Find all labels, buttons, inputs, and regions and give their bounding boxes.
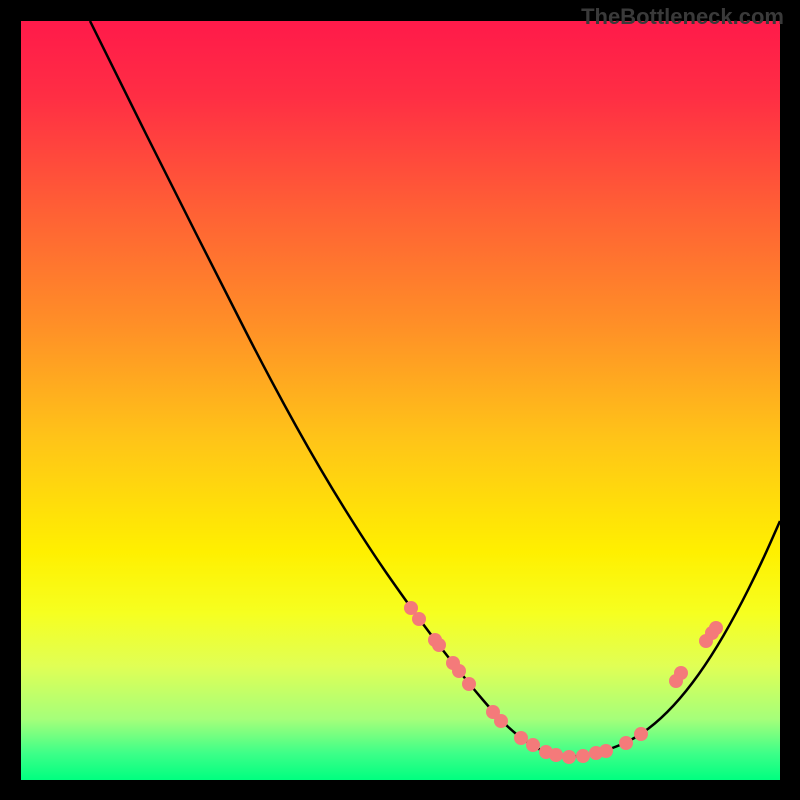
marker-dot — [562, 750, 576, 764]
marker-dot — [412, 612, 426, 626]
marker-dot — [432, 638, 446, 652]
marker-dot — [549, 748, 563, 762]
marker-dot — [576, 749, 590, 763]
marker-dot — [634, 727, 648, 741]
marker-dot — [599, 744, 613, 758]
marker-dot — [462, 677, 476, 691]
gradient-rect — [21, 21, 780, 780]
marker-dot — [619, 736, 633, 750]
marker-dot — [452, 664, 466, 678]
gradient-background-svg — [21, 21, 780, 780]
plot-area — [21, 21, 780, 780]
marker-dot — [709, 621, 723, 635]
marker-dot — [674, 666, 688, 680]
marker-dot — [526, 738, 540, 752]
watermark-text: TheBottleneck.com — [581, 4, 784, 30]
marker-dot — [494, 714, 508, 728]
